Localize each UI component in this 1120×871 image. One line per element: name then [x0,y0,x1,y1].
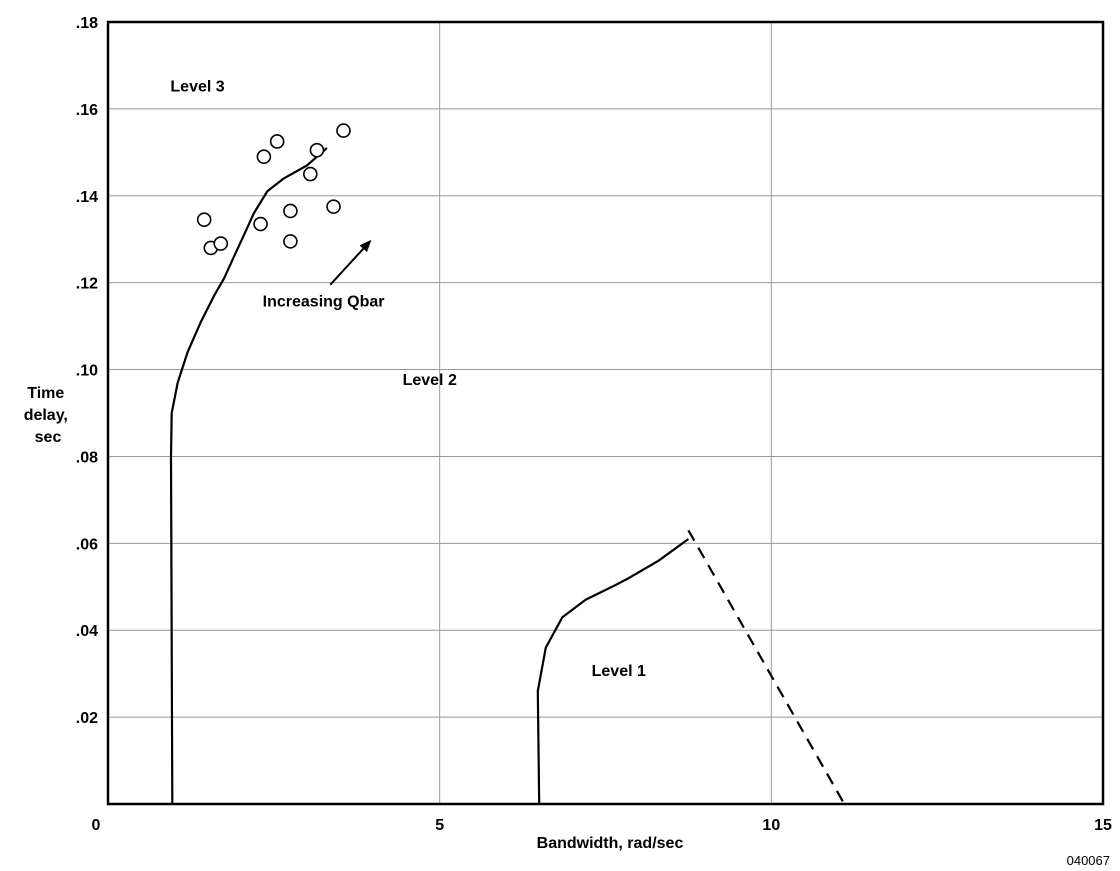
y-axis-label-line-3: sec [35,429,62,446]
data-point [336,123,351,138]
data-point [303,166,318,182]
y-axis-label: Time delay, sec [24,385,73,446]
y-tick-label: .14 [76,189,98,206]
y-tick-label: .06 [76,536,98,553]
y-tick-label: .02 [76,710,98,727]
data-point [283,203,298,219]
x-axis-label: Bandwidth, rad/sec [537,835,684,852]
y-tick-labels: .02 .04 .06 .08 .10 .12 .14 .16 .18 [76,15,98,727]
data-point [196,212,212,227]
boundary-curves [169,147,846,805]
x-tick-labels: 0 5 10 15 [92,817,1112,834]
y-tick-label: .12 [76,276,98,293]
y-tick-label: .04 [76,623,98,640]
boundary-level2-3 [169,147,328,805]
data-point [283,234,298,249]
figure-id: 040067 [1067,853,1110,868]
data-point [269,134,285,149]
scatter-points [196,123,351,256]
x-tick-label: 15 [1094,817,1112,834]
region-label: Level 1 [592,663,646,680]
annotation-arrow [329,239,372,286]
y-axis-label-line-2: delay, [24,407,68,424]
boundary-level1-2-dashed [687,529,846,805]
boundary-level1-2 [536,538,690,805]
region-label: Level 2 [403,372,457,389]
region-labels: Level 3 Level 2 Level 1 [170,79,646,680]
data-point [253,216,268,232]
grid [108,22,1103,804]
annotation-label: Increasing Qbar [263,294,385,311]
annotation: Increasing Qbar [263,239,385,311]
y-axis-label-line-1: Time [27,385,64,402]
y-tick-label: .10 [76,363,98,380]
y-tick-label: .16 [76,102,98,119]
data-point [326,199,341,214]
region-label: Level 3 [170,79,224,96]
data-point [213,236,229,251]
x-tick-label: 10 [762,817,780,834]
plot-frame [106,20,1105,806]
y-tick-label: .18 [76,15,98,32]
y-tick-label: .08 [76,449,98,466]
data-point [309,142,325,158]
x-tick-label: 5 [435,817,444,834]
x-tick-label: 0 [92,817,101,834]
data-point [256,149,272,164]
